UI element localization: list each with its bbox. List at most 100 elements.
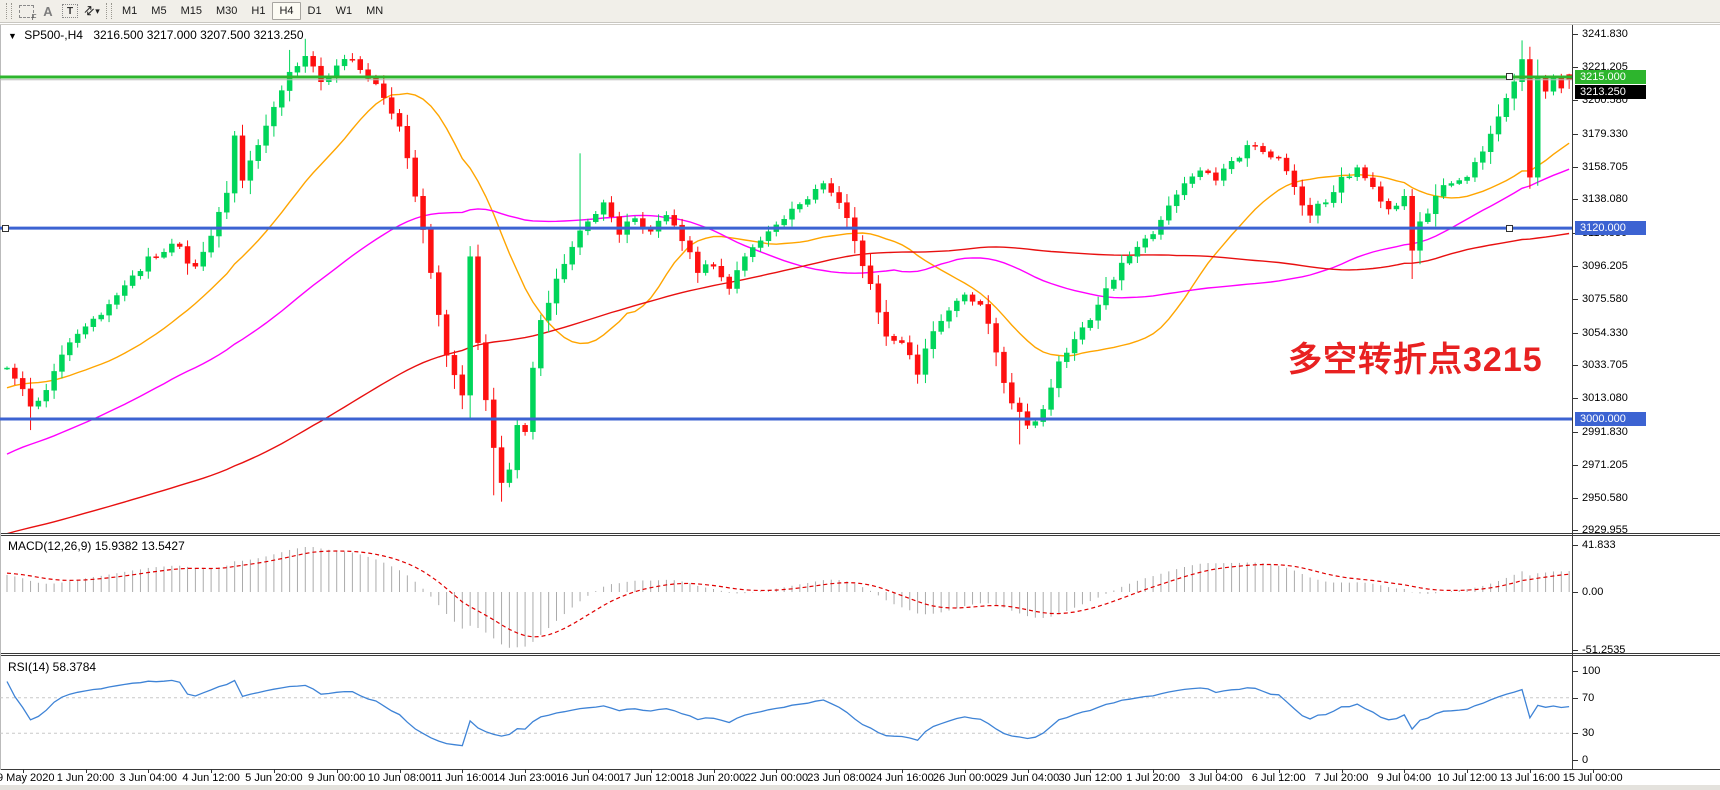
symbol-name: SP500-,H4 bbox=[24, 28, 83, 42]
time-axis-label: 17 Jun 12:00 bbox=[618, 772, 683, 784]
time-axis-label: 23 Jun 08:00 bbox=[807, 772, 871, 784]
fibo-frame-icon[interactable]: F bbox=[16, 1, 37, 22]
time-axis-tick bbox=[148, 769, 150, 773]
timeframe-button-m30[interactable]: M30 bbox=[215, 5, 238, 17]
time-axis-tick bbox=[587, 769, 589, 773]
hline-handle[interactable] bbox=[1506, 73, 1513, 81]
time-axis-tick bbox=[525, 769, 527, 773]
chart-plot[interactable] bbox=[0, 24, 1720, 770]
cursor-arrows-icon[interactable]: ⇅ ▾ bbox=[80, 2, 100, 20]
time-axis-tick bbox=[336, 769, 338, 773]
time-axis-tick bbox=[85, 769, 87, 773]
time-axis-tick bbox=[650, 769, 652, 773]
time-axis-tick bbox=[1278, 769, 1280, 773]
time-axis-tick bbox=[22, 769, 24, 773]
time-axis-label: 3 Jul 04:00 bbox=[1188, 772, 1243, 784]
time-axis-tick bbox=[1404, 769, 1406, 773]
time-axis-label: 18 Jun 20:00 bbox=[681, 772, 746, 784]
timeframe-button-m1[interactable]: M1 bbox=[122, 5, 138, 17]
rsi-indicator-label: RSI(14) 58.3784 bbox=[8, 660, 97, 674]
price-axis-tick bbox=[1573, 398, 1578, 400]
time-axis-label: 10 Jun 08:00 bbox=[367, 772, 432, 784]
time-axis-tick bbox=[1090, 769, 1092, 773]
macd-axis-label: 41.833 bbox=[1582, 539, 1616, 551]
price-axis-tick bbox=[1573, 265, 1578, 267]
price-axis-tick bbox=[1573, 298, 1578, 300]
price-axis-label: 3138.080 bbox=[1582, 193, 1628, 206]
toolbar-grip[interactable] bbox=[6, 3, 12, 19]
text-box-icon[interactable]: T bbox=[60, 1, 80, 21]
collapse-triangle-icon[interactable]: ▼ bbox=[8, 31, 17, 41]
price-axis-label: 2950.580 bbox=[1582, 491, 1628, 504]
macd-indicator-label: MACD(12,26,9) 15.9382 13.5427 bbox=[8, 539, 185, 553]
toolbar-grip-2[interactable] bbox=[106, 3, 112, 19]
text-label-icon[interactable]: A bbox=[43, 3, 53, 19]
time-axis-label: 9 Jun 00:00 bbox=[307, 772, 366, 784]
macd-axis-tick bbox=[1573, 649, 1578, 651]
toolbar: F A T ⇅ ▾ M1 M5 M15 M30 H1 H4 D1 W1 MN bbox=[0, 0, 1720, 23]
price-badge: 3213.250 bbox=[1575, 84, 1646, 99]
price-axis-label: 3179.330 bbox=[1582, 127, 1628, 140]
timeframe-button-d1[interactable]: D1 bbox=[307, 5, 322, 17]
price-axis-tick bbox=[1573, 133, 1578, 135]
time-axis-label: 24 Jun 16:00 bbox=[870, 772, 934, 784]
rsi-axis-label: 0 bbox=[1582, 754, 1589, 766]
price-axis-tick bbox=[1573, 332, 1578, 334]
macd-axis-tick bbox=[1573, 592, 1578, 593]
time-axis-tick bbox=[1153, 769, 1155, 773]
fibo-frame-icon-shape: F bbox=[18, 4, 37, 22]
time-axis-label: 15 Jul 00:00 bbox=[1562, 772, 1623, 784]
price-axis-tick bbox=[1573, 166, 1578, 168]
timeframe-button-h1[interactable]: H1 bbox=[251, 5, 266, 17]
time-axis-tick bbox=[901, 769, 903, 773]
hline-handle[interactable] bbox=[2, 224, 9, 232]
time-axis-label: 3 Jun 04:00 bbox=[119, 772, 178, 784]
price-axis-label: 2971.205 bbox=[1582, 458, 1628, 471]
macd-axis-label: -51.2535 bbox=[1582, 643, 1626, 656]
time-axis-tick bbox=[713, 769, 715, 773]
price-badge: 3000.000 bbox=[1575, 411, 1646, 426]
time-axis-label: 5 Jun 20:00 bbox=[245, 772, 303, 784]
bottom-strip bbox=[0, 785, 1720, 790]
dropdown-caret-icon[interactable]: ▾ bbox=[95, 5, 100, 16]
price-badge: 3215.000 bbox=[1575, 69, 1646, 84]
time-axis-label: 13 Jul 16:00 bbox=[1499, 772, 1560, 784]
price-axis-tick bbox=[1573, 497, 1578, 499]
time-axis-label: 1 Jun 20:00 bbox=[56, 772, 115, 784]
time-axis-label: 1 Jul 20:00 bbox=[1126, 772, 1181, 784]
time-axis-label: 22 Jun 00:00 bbox=[744, 772, 809, 784]
time-axis-tick bbox=[273, 769, 275, 773]
timeframe-button-w1[interactable]: W1 bbox=[335, 5, 353, 17]
time-axis-label: 29 Jun 04:00 bbox=[995, 772, 1060, 784]
price-axis-label: 3241.830 bbox=[1582, 28, 1628, 41]
price-badge: 3120.000 bbox=[1575, 221, 1646, 236]
time-axis-tick bbox=[1027, 769, 1029, 773]
price-axis-tick bbox=[1573, 365, 1578, 367]
rsi-axis-label: 100 bbox=[1582, 665, 1601, 677]
time-axis-label: 4 Jun 12:00 bbox=[182, 772, 240, 784]
price-axis-label: 3158.705 bbox=[1582, 160, 1628, 173]
timeframe-toolbar: M1 M5 M15 M30 H1 H4 D1 W1 MN bbox=[115, 2, 390, 20]
price-axis-label: 3013.080 bbox=[1582, 392, 1628, 405]
time-axis-label: 30 Jun 12:00 bbox=[1058, 772, 1123, 784]
time-axis-tick bbox=[1341, 769, 1343, 773]
price-axis-label: 2929.955 bbox=[1582, 524, 1628, 537]
rsi-axis-label: 30 bbox=[1582, 727, 1595, 740]
hline-handle[interactable] bbox=[1506, 224, 1513, 232]
timeframe-button-h4[interactable]: H4 bbox=[272, 2, 301, 20]
timeframe-button-mn[interactable]: MN bbox=[366, 5, 384, 17]
time-axis-tick bbox=[776, 769, 778, 773]
time-axis-tick bbox=[1467, 769, 1469, 773]
time-axis-tick bbox=[462, 769, 464, 773]
time-axis-label: 29 May 2020 bbox=[0, 772, 55, 784]
time-axis-label: 10 Jul 12:00 bbox=[1437, 772, 1498, 784]
price-axis-label: 3096.205 bbox=[1582, 259, 1628, 272]
price-axis-tick bbox=[1573, 431, 1578, 433]
timeframe-button-m15[interactable]: M15 bbox=[180, 5, 202, 17]
price-axis-tick bbox=[1573, 67, 1578, 69]
chart-header: ▼ SP500-,H4 3216.500 3217.000 3207.500 3… bbox=[8, 28, 304, 42]
time-axis-label: 11 Jun 16:00 bbox=[430, 772, 494, 784]
timeframe-button-m5[interactable]: M5 bbox=[151, 5, 167, 17]
price-axis-label: 2991.830 bbox=[1582, 425, 1628, 438]
rsi-axis-label: 70 bbox=[1582, 691, 1595, 704]
